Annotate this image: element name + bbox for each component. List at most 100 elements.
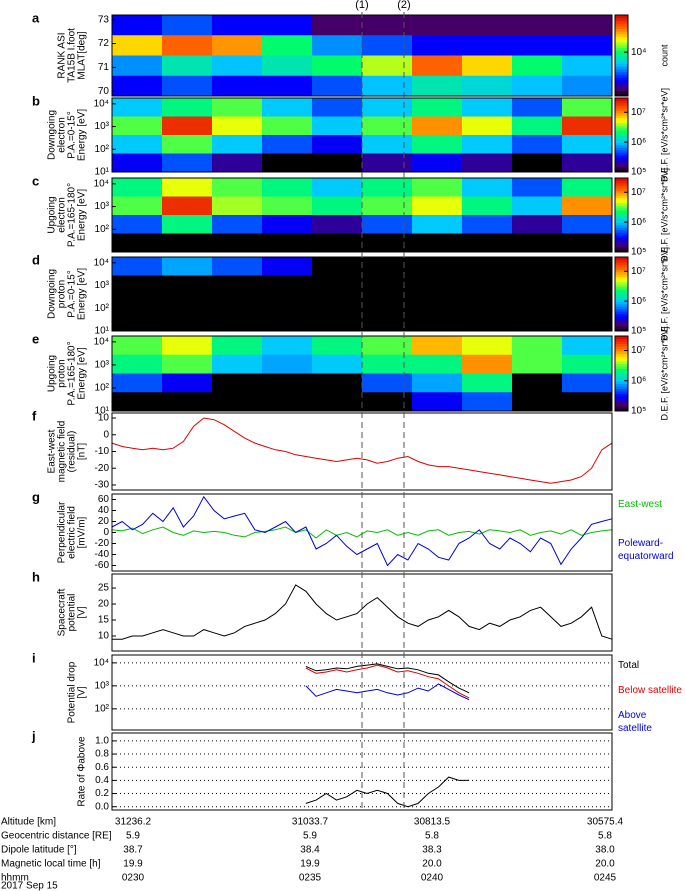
panel-letter: e — [32, 331, 39, 346]
series-line — [305, 683, 470, 701]
heat-cell — [512, 75, 563, 97]
heat-cell — [162, 75, 213, 97]
colorbar-step — [615, 232, 628, 236]
y-tick-label: -10 — [95, 446, 110, 457]
colorbar-step — [615, 376, 628, 379]
colorbar-step — [615, 205, 628, 209]
y-axis-label: MLAT[deg] — [77, 31, 88, 79]
heat-cell — [212, 257, 263, 276]
y-axis-label: proton — [57, 280, 68, 308]
colorbar-tick-label: 10⁵ — [631, 167, 646, 178]
colorbar-step — [615, 100, 628, 104]
heat-cell — [362, 178, 413, 197]
legend-entry: Poleward-equatorward — [618, 537, 674, 562]
y-axis-label: electron — [57, 197, 68, 233]
y-axis-label: electron — [57, 117, 68, 153]
y-axis-label: P.A.=165-180° — [67, 341, 78, 405]
y-tick-label: 0.8 — [95, 749, 109, 760]
heat-cell — [462, 275, 513, 295]
heat-cell — [212, 75, 263, 97]
heat-cell — [412, 35, 463, 56]
y-tick-label: 70 — [98, 86, 110, 97]
heat-cell — [112, 392, 163, 412]
heat-cell — [312, 312, 363, 332]
heat-cell — [262, 275, 313, 295]
heat-cell — [262, 98, 313, 117]
heat-cell — [362, 153, 413, 173]
table-cell: 5.9 — [126, 831, 140, 842]
heat-cell — [212, 55, 263, 77]
y-tick-label: 72 — [98, 38, 110, 49]
colorbar-step — [615, 378, 628, 382]
colorbar-tick-label: 10⁶ — [631, 217, 646, 228]
heat-cell — [162, 336, 213, 356]
heat-cell — [462, 178, 513, 197]
colorbar-step — [615, 142, 628, 146]
colorbar-step — [615, 279, 628, 283]
heat-cell — [562, 35, 613, 56]
colorbar-step — [615, 20, 628, 24]
heat-cell — [512, 294, 563, 313]
y-axis-label: Potential drop — [67, 661, 78, 723]
colorbar-step — [615, 398, 628, 402]
y-axis-label: Perpendicular — [57, 501, 68, 563]
heat-cell — [462, 196, 513, 216]
heat-cell — [462, 354, 513, 374]
heat-cell — [562, 336, 613, 356]
heat-cell — [412, 15, 463, 36]
y-axis-label: magnetic field — [57, 421, 68, 483]
y-axis-label: potential — [67, 594, 78, 632]
heat-cell — [112, 35, 163, 56]
y-tick-label: 10⁴ — [94, 98, 109, 109]
colorbar-step — [615, 190, 628, 194]
colorbar-step — [615, 77, 628, 81]
heat-cell — [312, 354, 363, 374]
colorbar-step — [615, 164, 628, 168]
heat-cell — [262, 373, 313, 393]
y-tick-label: 0.6 — [95, 762, 109, 773]
heat-cell — [212, 354, 263, 374]
heat-cell — [512, 373, 563, 393]
heat-cell — [462, 55, 513, 77]
series-line — [305, 663, 470, 694]
heat-cell — [112, 178, 163, 197]
y-tick-label: 10² — [95, 144, 110, 155]
y-tick-label: -20 — [95, 463, 110, 474]
colorbar-step — [615, 391, 628, 394]
heat-cell — [512, 153, 563, 173]
y-axis-label: P.A.=0-15° — [67, 270, 78, 317]
colorbar-step — [615, 306, 628, 310]
colorbar-step — [615, 242, 628, 246]
heat-cell — [112, 336, 163, 356]
colorbar-step — [615, 276, 628, 280]
colorbar-step — [615, 353, 628, 357]
table-cell: 31033.7 — [292, 817, 329, 828]
heat-cell — [312, 215, 363, 234]
heat-cell — [162, 153, 213, 173]
colorbar-step — [615, 281, 628, 285]
heat-cell — [262, 336, 313, 356]
heat-cell — [262, 233, 313, 253]
colorbar-step — [615, 52, 628, 56]
colorbar-step — [615, 403, 628, 407]
series-line — [305, 776, 470, 808]
panel-letter: b — [32, 93, 40, 108]
heat-cell — [512, 55, 563, 77]
colorbar-step — [615, 200, 628, 204]
colorbar-step — [615, 17, 628, 21]
table-cell: 38.3 — [422, 845, 442, 856]
heat-cell — [162, 116, 213, 136]
y-axis-label: Energy [eV] — [77, 109, 88, 161]
heat-cell — [262, 75, 313, 97]
colorbar-step — [615, 215, 628, 218]
panel-letter: a — [32, 10, 40, 25]
y-tick-label: 0 — [103, 429, 109, 440]
colorbar-step — [615, 217, 628, 221]
y-tick-label: 10³ — [95, 680, 110, 691]
y-tick-label: 0.0 — [95, 801, 109, 812]
colorbar-step — [615, 102, 628, 106]
table-cell: 30575.4 — [587, 817, 624, 828]
heat-cell — [312, 233, 363, 253]
colorbar-step — [615, 139, 628, 143]
